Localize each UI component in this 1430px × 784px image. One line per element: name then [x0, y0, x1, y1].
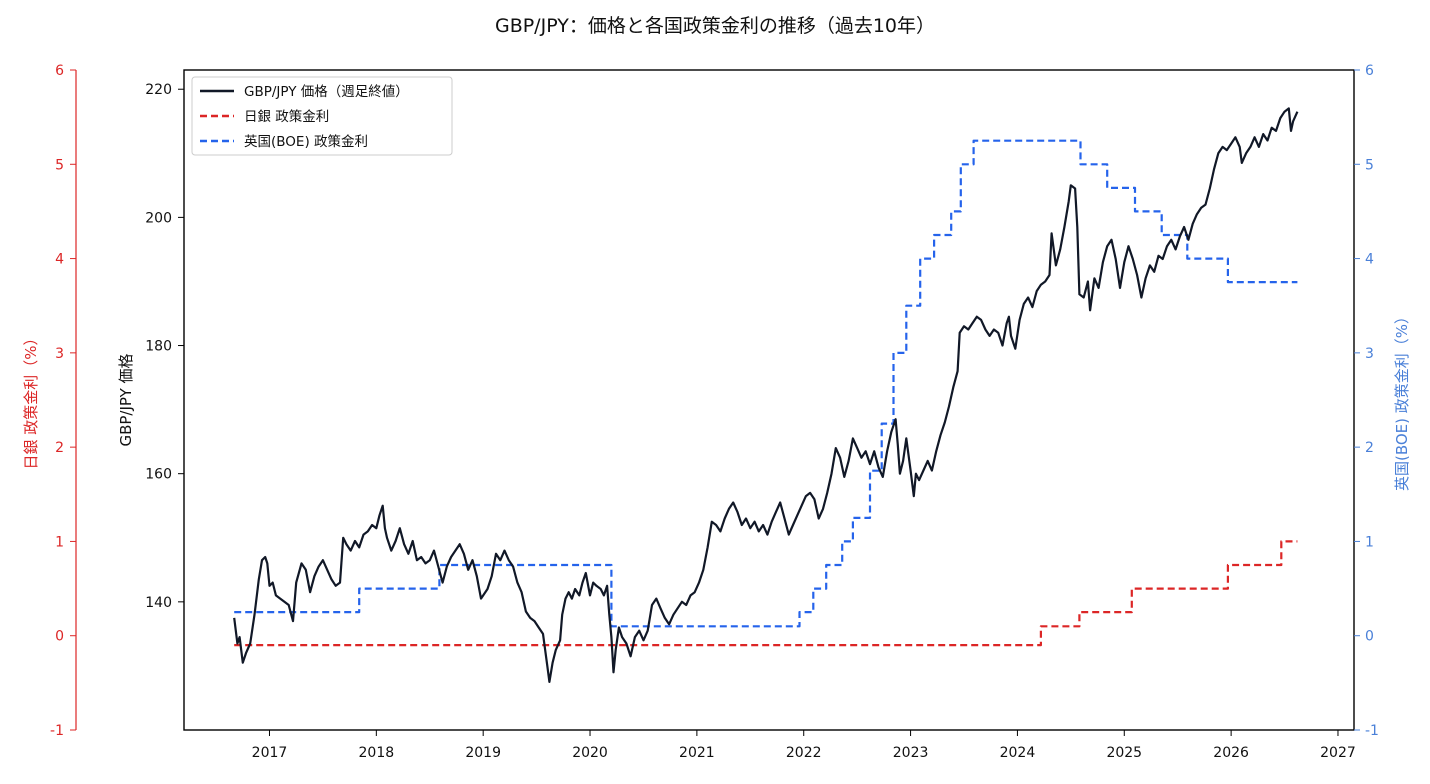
left-rate-tick-label: 0 — [55, 629, 64, 645]
plot-frame — [183, 69, 1355, 731]
left-rate-tick-label: 4 — [55, 252, 64, 268]
legend-label-price: GBP/JPY 価格（週足終値） — [244, 84, 409, 100]
right-rate-tick-label: -1 — [1365, 723, 1379, 739]
x-tick-label: 2027 — [1320, 745, 1356, 761]
price-tick-label: 140 — [145, 595, 172, 611]
chart-title: GBP/JPY：価格と各国政策金利の推移（過去10年） — [495, 15, 935, 37]
x-tick-label: 2022 — [786, 745, 822, 761]
price-tick-label: 160 — [145, 467, 172, 483]
x-tick-label: 2024 — [1000, 745, 1036, 761]
right-rate-tick-label: 0 — [1365, 629, 1374, 645]
left-rate-tick-label: 5 — [55, 157, 64, 173]
price-tick-label: 220 — [145, 82, 172, 98]
right-rate-tick-label: 6 — [1365, 63, 1374, 79]
left-rate-tick-label: 3 — [55, 346, 64, 362]
right-rate-tick-label: 4 — [1365, 252, 1374, 268]
y-axis-label-price: GBP/JPY 価格 — [117, 353, 135, 446]
right-rate-tick-label: 2 — [1365, 440, 1374, 456]
right-rate-tick-label: 5 — [1365, 157, 1374, 173]
x-tick-label: 2026 — [1213, 745, 1249, 761]
left-rate-tick-label: 2 — [55, 440, 64, 456]
legend-label-boe: 英国(BOE) 政策金利 — [244, 133, 368, 150]
legend: GBP/JPY 価格（週足終値） 日銀 政策金利 英国(BOE) 政策金利 — [191, 76, 453, 156]
x-tick-label: 2023 — [893, 745, 929, 761]
x-tick-label: 2020 — [572, 745, 608, 761]
left-rate-tick-label: 1 — [55, 534, 64, 550]
legend-label-boj: 日銀 政策金利 — [244, 108, 329, 125]
series-line-boe-rate — [234, 139, 1298, 628]
right-rate-tick-label: 1 — [1365, 534, 1374, 550]
series-line-gbpjpy-price — [233, 107, 1299, 683]
x-tick-label: 2018 — [359, 745, 395, 761]
right-rate-tick-label: 3 — [1365, 346, 1374, 362]
legend-box — [191, 76, 453, 156]
y-axis-label-boj-rate: 日銀 政策金利（%） — [22, 330, 40, 469]
price-tick-label: 180 — [145, 339, 172, 355]
left-rate-tick-label: -1 — [50, 723, 64, 739]
left-rate-tick-label: 6 — [55, 63, 64, 79]
x-tick-label: 2019 — [465, 745, 501, 761]
x-tick-label: 2021 — [679, 745, 715, 761]
price-tick-label: 200 — [145, 210, 172, 226]
x-tick-label: 2017 — [252, 745, 288, 761]
series-line-boj-rate — [234, 540, 1298, 647]
y-axis-label-boe-rate: 英国(BOE) 政策金利（%） — [1393, 309, 1411, 491]
x-tick-label: 2025 — [1106, 745, 1142, 761]
